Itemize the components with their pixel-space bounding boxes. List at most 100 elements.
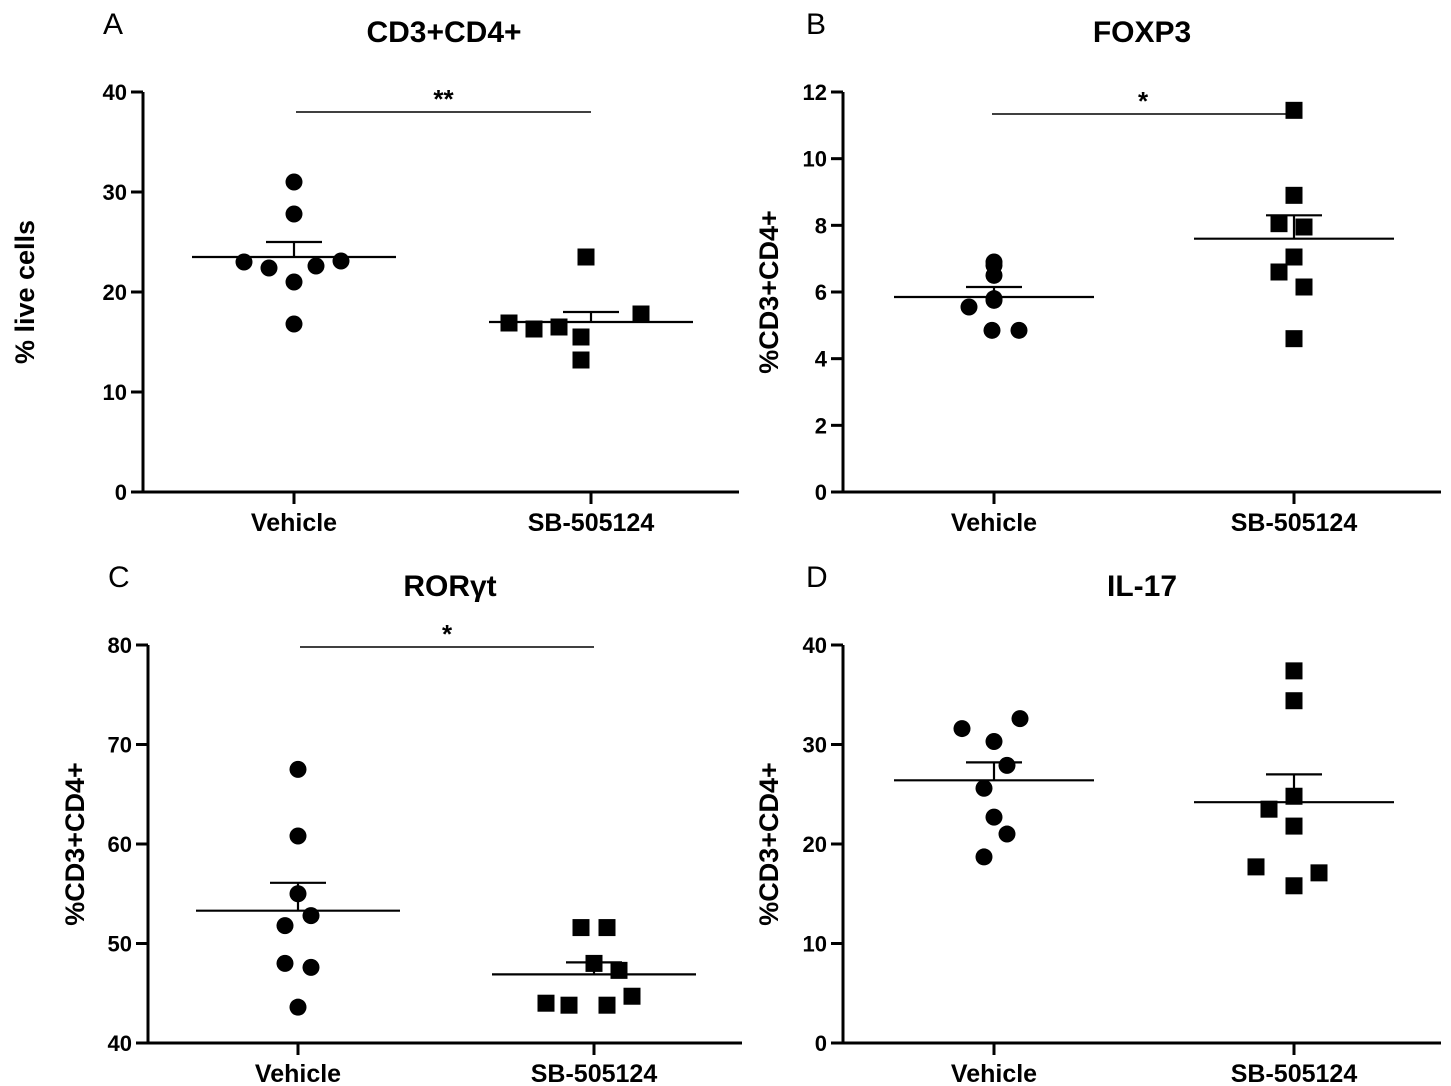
data-point [289, 827, 307, 845]
y-tick-label: 8 [815, 213, 827, 238]
series-vehicle [894, 253, 1094, 339]
y-tick-label: 80 [108, 633, 132, 658]
x-tick-label: SB-505124 [1231, 509, 1358, 537]
data-point [572, 328, 590, 346]
data-point [975, 848, 993, 866]
data-point [1011, 710, 1029, 728]
panel-a: A CD3+CD4+ % live cells 0 10 20 30 40 Vehicle SB-… [10, 8, 739, 537]
y-tick-label: 10 [103, 380, 127, 405]
y-axis-label: %CD3+CD4+ [754, 762, 784, 926]
data-point [1295, 218, 1313, 236]
chart-title: FOXP3 [1093, 16, 1191, 49]
y-tick-label: 30 [803, 733, 827, 758]
data-point [276, 954, 294, 972]
y-axis-label: %CD3+CD4+ [754, 210, 784, 374]
panel-b: B FOXP3 %CD3+CD4+ 0 2 4 6 8 10 12 Vehicle SB-505124… [754, 8, 1441, 537]
data-point [985, 256, 1003, 274]
series-sb-505124 [492, 919, 696, 1014]
data-point [332, 252, 350, 270]
series-sb-505124 [489, 248, 693, 369]
chart-title: IL-17 [1107, 570, 1177, 603]
data-point [623, 987, 641, 1005]
y-tick-label: 0 [815, 480, 827, 505]
data-point [572, 919, 590, 937]
y-axis-label: %CD3+CD4+ [60, 762, 90, 926]
data-point [260, 259, 278, 277]
data-point [560, 996, 578, 1014]
series-sb-505124 [1194, 662, 1394, 895]
data-point [1285, 330, 1303, 348]
data-point [983, 321, 1001, 339]
chart-title: RORγt [403, 570, 496, 603]
y-tick-label: 12 [803, 80, 827, 105]
panel-letter: D [806, 561, 828, 594]
data-point [998, 756, 1016, 774]
y-tick-label: 0 [815, 1031, 827, 1056]
data-point [276, 917, 294, 935]
x-tick-label: SB-505124 [528, 509, 655, 537]
data-point [1285, 248, 1303, 266]
data-point [1010, 321, 1028, 339]
data-point [610, 961, 628, 979]
data-point [1285, 877, 1303, 895]
y-tick-label: 40 [108, 1031, 132, 1056]
data-point [985, 733, 1003, 751]
x-tick-label: Vehicle [951, 509, 1037, 537]
data-point [1285, 817, 1303, 835]
y-tick-label: 2 [815, 413, 827, 438]
series-sb-505124 [1194, 101, 1394, 348]
data-point [1285, 186, 1303, 204]
data-point [572, 351, 590, 369]
panel-c: C RORγt %CD3+CD4+ 40 50 60 70 80 Vehicle SB-50512… [60, 561, 742, 1086]
data-point [302, 958, 320, 976]
significance-label: ** [433, 84, 454, 114]
data-point [1270, 215, 1288, 233]
panel-letter: A [103, 8, 123, 41]
x-tick-label: SB-505124 [531, 1060, 658, 1086]
x-tick-label: Vehicle [255, 1060, 341, 1086]
y-tick-label: 50 [108, 932, 132, 957]
data-point [285, 273, 303, 291]
y-tick-label: 10 [803, 147, 827, 172]
series-vehicle [196, 760, 400, 1016]
y-tick-label: 10 [803, 932, 827, 957]
data-point [985, 808, 1003, 826]
data-point [632, 305, 650, 323]
y-tick-label: 60 [108, 832, 132, 857]
data-point [598, 996, 616, 1014]
series-vehicle [192, 173, 396, 333]
data-point [289, 760, 307, 778]
data-point [1270, 263, 1288, 281]
data-point [307, 257, 325, 275]
y-tick-label: 0 [115, 480, 127, 505]
data-point [960, 298, 978, 316]
panel-letter: B [806, 8, 826, 41]
panel-letter: C [108, 561, 130, 594]
y-axis-label: % live cells [10, 220, 40, 364]
data-point [285, 205, 303, 223]
significance-label: * [442, 619, 453, 649]
data-point [985, 290, 1003, 308]
panel-d: D IL-17 %CD3+CD4+ 0 10 20 30 40 Vehicle SB-505124 [754, 561, 1441, 1086]
y-tick-label: 6 [815, 280, 827, 305]
y-tick-label: 30 [103, 180, 127, 205]
data-point [577, 248, 595, 266]
data-point [285, 173, 303, 191]
data-point [1247, 858, 1265, 876]
data-point [1295, 278, 1313, 296]
data-point [1285, 662, 1303, 680]
data-point [537, 994, 555, 1012]
data-point [285, 315, 303, 333]
y-tick-label: 20 [803, 832, 827, 857]
x-tick-label: SB-505124 [1231, 1060, 1358, 1086]
y-tick-label: 40 [103, 80, 127, 105]
y-tick-label: 70 [108, 733, 132, 758]
y-tick-label: 20 [103, 280, 127, 305]
series-vehicle [894, 710, 1094, 866]
data-point [1285, 692, 1303, 710]
x-tick-label: Vehicle [951, 1060, 1037, 1086]
data-point [289, 998, 307, 1016]
data-point [525, 320, 543, 338]
data-point [953, 720, 971, 738]
